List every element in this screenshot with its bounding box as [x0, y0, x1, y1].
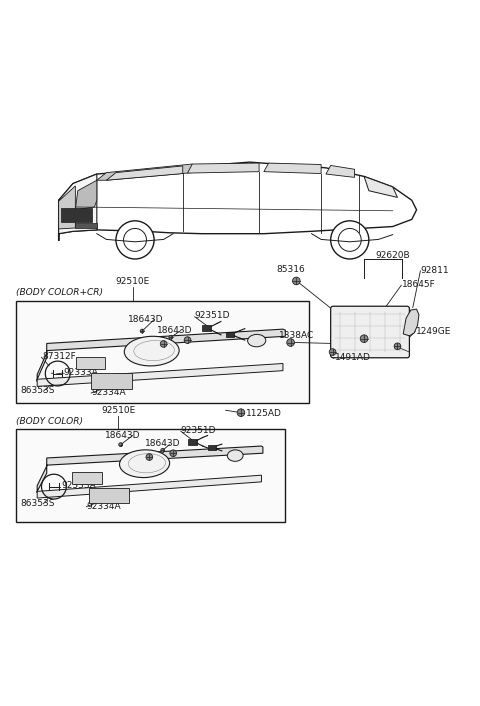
Text: 86353S: 86353S: [21, 499, 55, 508]
Polygon shape: [37, 364, 283, 386]
Polygon shape: [97, 164, 192, 180]
Polygon shape: [37, 475, 262, 498]
Text: 92333A: 92333A: [63, 368, 98, 376]
Circle shape: [184, 337, 191, 343]
Text: 92351D: 92351D: [181, 426, 216, 435]
Text: (BODY COLOR+CR): (BODY COLOR+CR): [16, 287, 103, 297]
Text: 1491AD: 1491AD: [336, 353, 372, 362]
Circle shape: [287, 339, 294, 347]
Polygon shape: [264, 163, 321, 174]
Polygon shape: [403, 309, 419, 336]
Circle shape: [331, 221, 369, 259]
Text: 18643D: 18643D: [106, 431, 141, 440]
Polygon shape: [59, 174, 97, 241]
Text: 87312F: 87312F: [42, 352, 76, 361]
Text: 1338AC: 1338AC: [279, 331, 314, 340]
Ellipse shape: [124, 336, 179, 366]
Polygon shape: [75, 223, 97, 228]
Circle shape: [169, 335, 173, 339]
Text: 18645F: 18645F: [402, 280, 436, 289]
Text: 92333A: 92333A: [61, 481, 96, 490]
Bar: [207, 445, 216, 450]
Text: 92510E: 92510E: [116, 277, 150, 286]
Polygon shape: [364, 176, 397, 198]
Bar: [202, 325, 211, 331]
Polygon shape: [59, 186, 75, 229]
Circle shape: [146, 454, 153, 460]
Ellipse shape: [120, 450, 169, 477]
Text: 92334A: 92334A: [91, 388, 126, 397]
Text: (BODY COLOR): (BODY COLOR): [16, 417, 83, 426]
Ellipse shape: [248, 335, 266, 347]
Circle shape: [170, 450, 177, 457]
Text: 18643D: 18643D: [128, 315, 163, 323]
Circle shape: [360, 335, 368, 342]
Polygon shape: [107, 166, 183, 180]
Circle shape: [140, 329, 144, 333]
Text: 1249GE: 1249GE: [416, 327, 451, 336]
Polygon shape: [188, 163, 259, 173]
Ellipse shape: [228, 450, 243, 461]
Text: 85316: 85316: [276, 265, 305, 274]
Text: 18643D: 18643D: [144, 439, 180, 448]
Circle shape: [161, 448, 165, 453]
Polygon shape: [326, 165, 355, 177]
Text: 92811: 92811: [420, 266, 449, 275]
Text: 18643D: 18643D: [156, 325, 192, 335]
Circle shape: [116, 221, 154, 259]
Polygon shape: [37, 446, 263, 493]
FancyBboxPatch shape: [72, 472, 102, 484]
Circle shape: [119, 443, 122, 446]
Bar: [16, 301, 309, 403]
Polygon shape: [37, 329, 285, 382]
FancyBboxPatch shape: [331, 306, 409, 358]
Bar: [226, 332, 234, 337]
Bar: [16, 429, 285, 522]
Text: 92334A: 92334A: [86, 502, 121, 510]
Circle shape: [329, 349, 336, 355]
Polygon shape: [75, 180, 97, 210]
Text: 92620B: 92620B: [375, 251, 410, 260]
Bar: [188, 439, 197, 445]
FancyBboxPatch shape: [91, 373, 132, 389]
Bar: [61, 208, 92, 222]
Circle shape: [394, 343, 401, 349]
Circle shape: [160, 340, 167, 347]
Circle shape: [237, 409, 245, 417]
FancyBboxPatch shape: [89, 488, 129, 503]
Text: 86353S: 86353S: [21, 386, 55, 395]
Text: 92510E: 92510E: [101, 406, 135, 415]
Text: 92351D: 92351D: [195, 311, 230, 321]
Text: 1125AD: 1125AD: [246, 409, 282, 418]
Circle shape: [292, 277, 300, 285]
FancyBboxPatch shape: [76, 357, 106, 369]
